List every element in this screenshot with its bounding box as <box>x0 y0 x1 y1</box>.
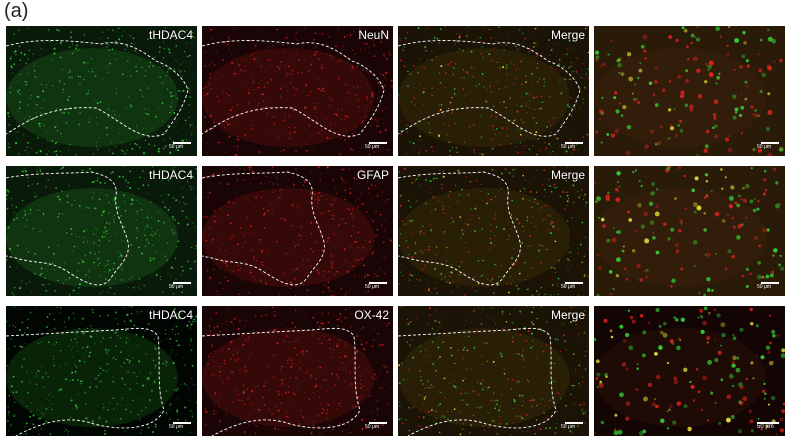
micrograph-image <box>6 166 197 296</box>
scale-bar: 50 μm <box>365 142 387 152</box>
scale-bar-text: 50 μm <box>757 284 771 290</box>
scale-bar: 50 μm <box>169 422 191 432</box>
figure-label: (a) <box>4 0 29 22</box>
panel-r1-c3: 50 μm <box>594 166 785 296</box>
scale-bar-text: 50 μm <box>757 424 774 430</box>
stain-label: GFAP <box>356 168 389 182</box>
scale-bar-text: 50 μm <box>561 424 575 430</box>
panel-r0-c1: NeuN 50 μm <box>202 26 393 156</box>
panel-r1-c0: tHDAC4 50 μm <box>6 166 197 296</box>
scale-bar: 50 μm <box>169 282 191 292</box>
micrograph-image <box>202 166 393 296</box>
stain-label: Merge <box>550 168 585 182</box>
micrograph-image <box>594 166 785 296</box>
scale-bar: 50 μm <box>561 142 583 152</box>
scale-bar-text: 50 μm <box>757 144 771 150</box>
panel-r2-c2: Merge 50 μm <box>398 306 589 436</box>
scale-bar-text: 50 μm <box>169 144 183 150</box>
micrograph-image <box>594 306 785 436</box>
micrograph-image <box>398 306 589 436</box>
micrograph-image <box>6 26 197 156</box>
panel-r0-c0: tHDAC4 50 μm <box>6 26 197 156</box>
stain-label: NeuN <box>358 28 389 42</box>
scale-bar-text: 50 μm <box>365 424 379 430</box>
panel-r1-c2: Merge 50 μm <box>398 166 589 296</box>
stain-label: tHDAC4 <box>148 168 193 182</box>
panel-r0-c2: Merge 50 μm <box>398 26 589 156</box>
stain-label: Merge <box>550 28 585 42</box>
panel-r2-c0: tHDAC4 50 μm <box>6 306 197 436</box>
micrograph-image <box>398 166 589 296</box>
stain-label: tHDAC4 <box>148 28 193 42</box>
scale-bar: 50 μm <box>561 282 583 292</box>
scale-bar-text: 50 μm <box>169 424 183 430</box>
stain-label: OX-42 <box>354 308 389 322</box>
micrograph-image <box>594 26 785 156</box>
panel-r1-c1: GFAP 50 μm <box>202 166 393 296</box>
scale-bar: 50 μm <box>169 142 191 152</box>
panel-r2-c3: 50 μm <box>594 306 785 436</box>
scale-bar: 50 μm <box>757 142 779 152</box>
micrograph-image <box>202 306 393 436</box>
stain-label: Merge <box>550 308 585 322</box>
panel-r2-c1: OX-42 50 μm <box>202 306 393 436</box>
micrograph-image <box>202 26 393 156</box>
scale-bar: 50 μm <box>365 422 387 432</box>
micrograph-grid: tHDAC4 50 μm NeuN 50 μm Merge 50 μm 50 μ… <box>6 26 785 436</box>
panel-r0-c3: 50 μm <box>594 26 785 156</box>
scale-bar: 50 μm <box>757 422 779 432</box>
scale-bar: 50 μm <box>757 282 779 292</box>
scale-bar: 50 μm <box>561 422 583 432</box>
scale-bar-text: 50 μm <box>365 144 379 150</box>
scale-bar-text: 50 μm <box>169 284 183 290</box>
micrograph-image <box>6 306 197 436</box>
scale-bar-text: 50 μm <box>365 284 379 290</box>
micrograph-image <box>398 26 589 156</box>
stain-label: tHDAC4 <box>148 308 193 322</box>
scale-bar: 50 μm <box>365 282 387 292</box>
scale-bar-text: 50 μm <box>561 284 575 290</box>
scale-bar-text: 50 μm <box>561 144 575 150</box>
